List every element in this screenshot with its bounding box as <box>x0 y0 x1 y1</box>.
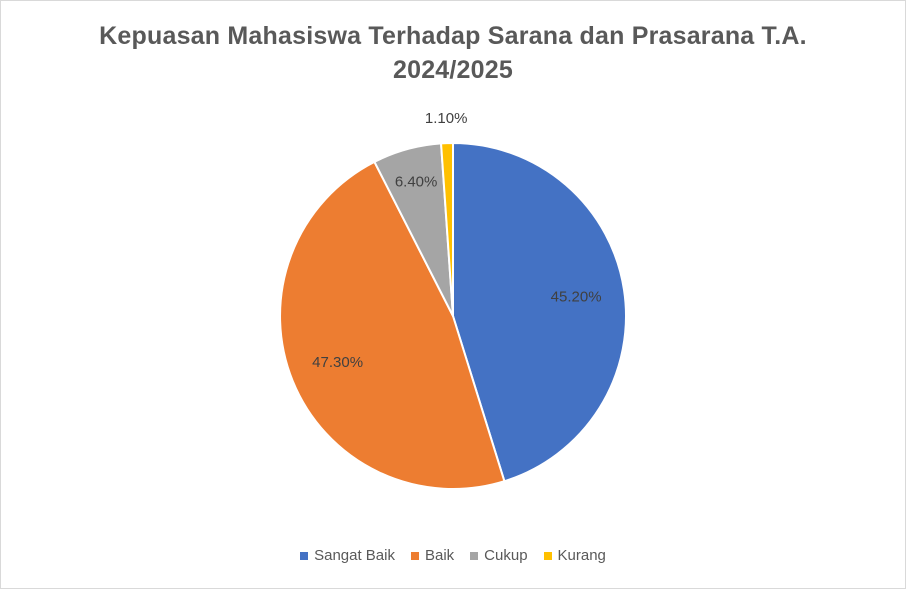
pie-slice-kurang[interactable] <box>440 141 454 317</box>
legend-label-kurang: Kurang <box>557 547 606 564</box>
legend-label-sangat-baik: Sangat Baik <box>314 547 395 564</box>
chart-title-line-2: 2024/2025 <box>393 56 513 84</box>
data-label-cukup: 6.40% <box>395 174 438 191</box>
legend-swatch-baik <box>410 551 419 560</box>
legend: Sangat Baik Baik Cukup Kurang <box>0 547 906 564</box>
pie-slice-baik[interactable] <box>279 160 506 490</box>
legend-swatch-sangat-baik <box>300 551 309 560</box>
legend-swatch-cukup <box>470 551 479 560</box>
chart-title: Kepuasan Mahasiswa Terhadap Sarana dan P… <box>60 19 846 87</box>
data-label-baik: 47.30% <box>312 354 363 371</box>
legend-swatch-kurang <box>543 551 552 560</box>
legend-item-sangat-baik[interactable]: Sangat Baik <box>300 547 395 564</box>
pie-slice-sangat-baik[interactable] <box>452 142 627 483</box>
legend-item-cukup[interactable]: Cukup <box>470 547 528 564</box>
legend-label-cukup: Cukup <box>484 547 528 564</box>
pie-data-labels: 45.20% 47.30% 6.40% 1.10% <box>312 110 601 371</box>
legend-label-baik: Baik <box>424 547 455 564</box>
data-label-sangat-baik: 45.20% <box>551 288 602 305</box>
data-label-kurang: 1.10% <box>425 110 468 127</box>
pie-slices <box>279 141 627 490</box>
legend-item-kurang[interactable]: Kurang <box>543 547 606 564</box>
chart-title-line-1: Kepuasan Mahasiswa Terhadap Sarana dan P… <box>99 22 807 50</box>
legend-item-baik[interactable]: Baik <box>410 547 455 564</box>
